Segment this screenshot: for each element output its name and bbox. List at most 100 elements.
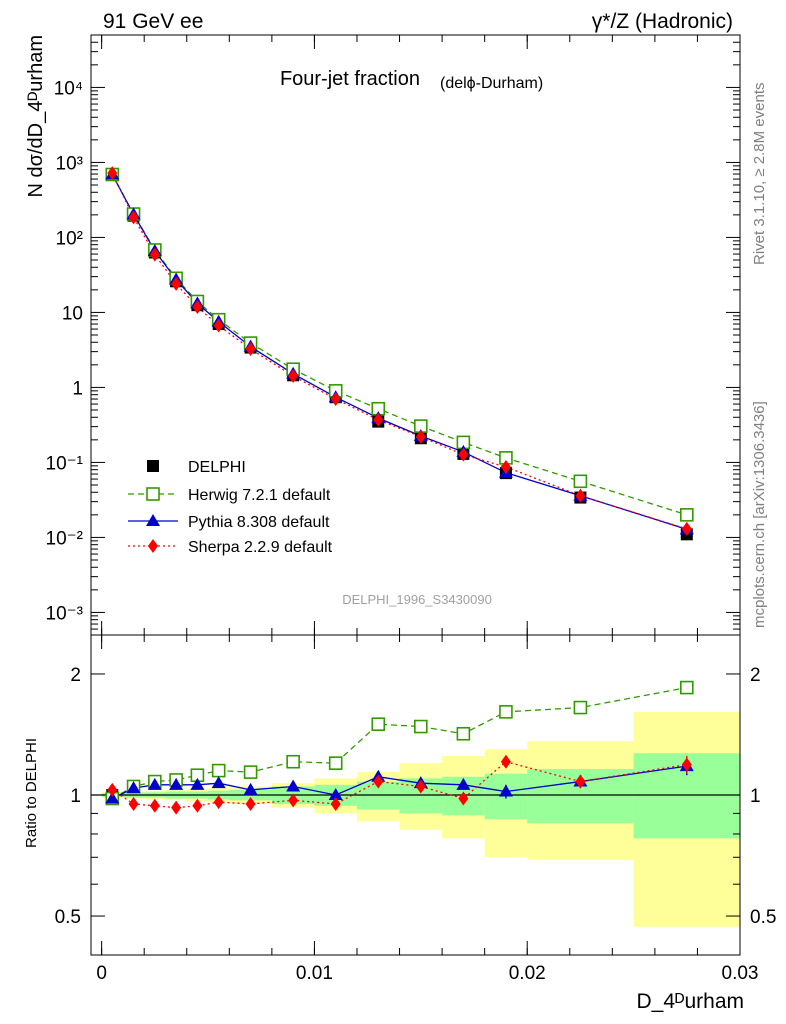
ratio-point: [286, 779, 301, 792]
data-point: [373, 412, 384, 427]
ratio-point: [149, 798, 160, 813]
data-point: [245, 342, 256, 357]
data-point: [415, 429, 426, 444]
main-ylabel: N dσ/dD_4ᴰurham: [25, 35, 47, 198]
data-point: [330, 392, 341, 407]
data-point: [213, 318, 224, 333]
data-point: [288, 369, 299, 384]
ratio-point: [107, 782, 118, 797]
legend-label: Sherpa 2.2.9 default: [188, 539, 333, 556]
ratio-point: [456, 726, 471, 741]
ratio-point: [575, 774, 586, 789]
ratio-point: [573, 700, 588, 715]
mcplots-label: mcplots.cern.ch [arXiv:1306.3436]: [751, 401, 768, 628]
ratio-xlabel: D_4ᴰurham: [637, 990, 744, 1013]
header-left: 91 GeV ee: [103, 10, 203, 33]
ratio-point: [371, 717, 386, 731]
data-point: [573, 474, 588, 489]
legend-marker: [146, 487, 160, 501]
ratio-point: [286, 754, 300, 769]
data-point: [192, 300, 203, 315]
ratio-y-tick-label: 0.5: [55, 907, 81, 928]
main-y-tick-labels: 10⁻³ 10⁻² 10⁻¹ 1 10 10² 10³ 10⁴: [46, 34, 741, 636]
y-tick-label: 1: [72, 378, 83, 399]
ratio-point: [213, 795, 224, 810]
ratio-point: [373, 774, 384, 789]
legend-marker: [147, 460, 159, 472]
ratio-point: [169, 777, 184, 790]
main-title-suffix: (delϕ-Durham): [440, 75, 543, 92]
data-point: [149, 247, 160, 262]
ratio-x-tick-label: 0.01: [296, 963, 333, 984]
header-right: γ*/Z (Hadronic): [592, 10, 733, 33]
ratio-point: [211, 776, 226, 789]
ratio-point: [498, 784, 513, 797]
legend-marker: [146, 514, 160, 526]
ratio-point: [458, 791, 469, 806]
y-tick-label: 10⁴: [54, 78, 83, 99]
ratio-point: [192, 798, 203, 813]
data-point: [458, 447, 469, 462]
legend-label: Pythia 8.308 default: [188, 514, 330, 531]
ratio-point: [500, 754, 511, 769]
ratio-point: [211, 763, 226, 778]
y-tick-label: 10⁻²: [46, 528, 84, 549]
ratio-point: [330, 796, 341, 811]
ratio-x-tick-label: 0.02: [509, 963, 546, 984]
data-point: [500, 459, 511, 474]
ratio-point: [126, 781, 141, 794]
series-line: [111, 172, 687, 530]
legend-marker: [148, 539, 158, 553]
data-point: [171, 276, 182, 291]
ratio-point: [328, 756, 343, 770]
ratio-y-tick-label-right: 1: [750, 786, 761, 807]
ratio-point: [414, 719, 428, 734]
data-point: [680, 508, 694, 522]
ratio-y-tick-label-right: 0.5: [750, 907, 776, 928]
ratio-y-tick-label-right: 2: [750, 665, 761, 686]
ratio-point: [243, 765, 258, 779]
series-line: [111, 174, 687, 531]
y-tick-label: 10²: [56, 228, 83, 249]
data-point: [681, 521, 692, 536]
ratio-point: [245, 796, 256, 811]
ratio-uncertainty-bands: [101, 711, 740, 927]
main-plot-marks: [105, 166, 694, 541]
ratio-point: [243, 782, 258, 795]
ratio-point: [105, 791, 120, 804]
ratio-point: [499, 705, 513, 719]
ratio-series-line: [111, 686, 687, 800]
ratio-point: [147, 777, 162, 790]
y-tick-label: 10⁻¹: [46, 453, 84, 474]
analysis-watermark: DELPHI_1996_S3430090: [342, 592, 492, 607]
ratio-plot-frame: [90, 634, 741, 956]
ratio-point: [681, 757, 692, 772]
main-title: Four-jet fraction: [280, 68, 420, 90]
ratio-point: [190, 777, 205, 790]
y-tick-label: 10⁻³: [46, 603, 84, 624]
legend-label: DELPHI: [188, 459, 246, 476]
ratio-x-tick-label: 0.03: [722, 963, 759, 984]
rivet-version-label: Rivet 3.1.10, ≥ 2.8M events: [751, 83, 768, 266]
ratio-y-tick-label: 2: [70, 665, 81, 686]
ratio-point: [171, 800, 182, 815]
ratio-y-tick-label: 1: [70, 786, 81, 807]
y-tick-label: 10³: [56, 153, 83, 174]
ratio-point: [328, 788, 343, 800]
data-point: [107, 166, 118, 181]
data-point: [128, 210, 139, 225]
ratio-point: [128, 796, 139, 811]
ratio-point: [456, 777, 471, 790]
ratio-ylabel: Ratio to DELPHI: [23, 738, 40, 848]
data-point: [575, 488, 586, 503]
legend: DELPHI Herwig 7.2.1 default Pythia 8.308 d…: [128, 459, 333, 556]
ratio-point: [415, 779, 426, 794]
legend-label: Herwig 7.2.1 default: [188, 487, 331, 504]
ratio-point: [288, 793, 299, 808]
ratio-plot-marks: [105, 680, 694, 815]
ratio-x-tick-label: 0: [96, 963, 107, 984]
ratio-tick-labels: 0.5 0.5 1 1 2 2 0 0.01 0.02 0.03: [55, 635, 776, 984]
y-tick-label: 10: [62, 303, 83, 324]
ratio-point: [680, 680, 694, 695]
